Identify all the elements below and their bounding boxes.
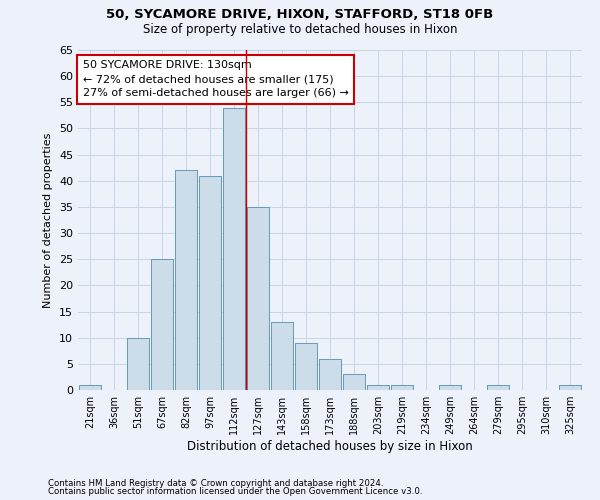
Bar xyxy=(79,385,101,390)
Bar xyxy=(127,338,149,390)
Text: 50, SYCAMORE DRIVE, HIXON, STAFFORD, ST18 0FB: 50, SYCAMORE DRIVE, HIXON, STAFFORD, ST1… xyxy=(106,8,494,20)
Bar xyxy=(247,207,269,390)
Text: 50 SYCAMORE DRIVE: 130sqm
← 72% of detached houses are smaller (175)
27% of semi: 50 SYCAMORE DRIVE: 130sqm ← 72% of detac… xyxy=(83,60,349,98)
Bar xyxy=(151,259,173,390)
Bar xyxy=(367,385,389,390)
Text: Size of property relative to detached houses in Hixon: Size of property relative to detached ho… xyxy=(143,22,457,36)
Bar xyxy=(175,170,197,390)
Text: Contains HM Land Registry data © Crown copyright and database right 2024.: Contains HM Land Registry data © Crown c… xyxy=(48,478,383,488)
Y-axis label: Number of detached properties: Number of detached properties xyxy=(43,132,53,308)
Bar xyxy=(199,176,221,390)
Text: Contains public sector information licensed under the Open Government Licence v3: Contains public sector information licen… xyxy=(48,487,422,496)
Bar xyxy=(319,358,341,390)
Bar xyxy=(295,343,317,390)
X-axis label: Distribution of detached houses by size in Hixon: Distribution of detached houses by size … xyxy=(187,440,473,453)
Bar xyxy=(391,385,413,390)
Bar xyxy=(559,385,581,390)
Bar xyxy=(439,385,461,390)
Bar xyxy=(271,322,293,390)
Bar xyxy=(487,385,509,390)
Bar xyxy=(223,108,245,390)
Bar xyxy=(343,374,365,390)
